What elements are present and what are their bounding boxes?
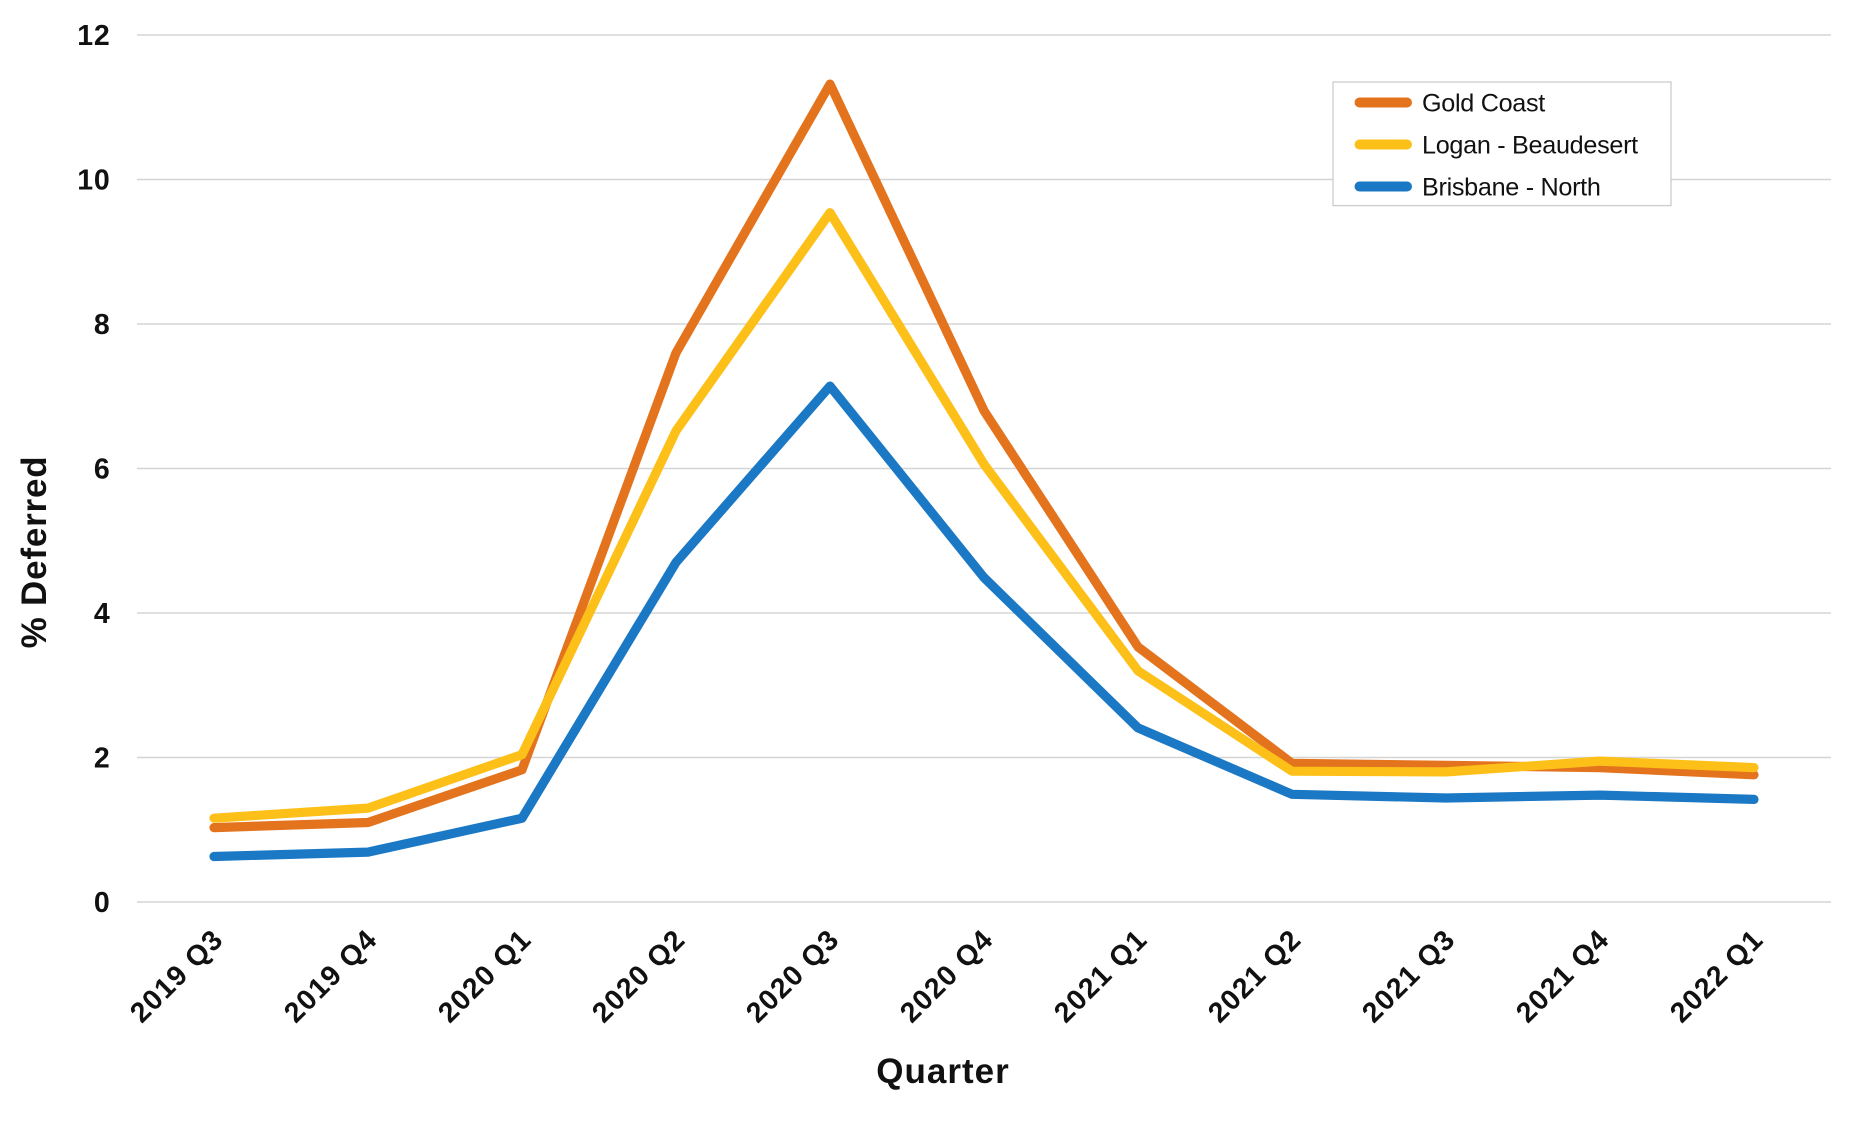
svg-text:Logan - Beaudesert: Logan - Beaudesert: [1422, 132, 1638, 160]
svg-text:6: 6: [94, 454, 111, 486]
svg-text:12: 12: [77, 20, 110, 52]
svg-text:Gold Coast: Gold Coast: [1422, 90, 1545, 118]
svg-text:Quarter: Quarter: [876, 1052, 1009, 1091]
svg-text:8: 8: [94, 309, 111, 341]
svg-text:10: 10: [77, 165, 110, 197]
svg-text:4: 4: [94, 598, 111, 630]
svg-text:% Deferred: % Deferred: [15, 456, 54, 649]
svg-text:Brisbane - North: Brisbane - North: [1422, 174, 1601, 202]
svg-text:0: 0: [94, 887, 111, 919]
svg-text:2: 2: [94, 743, 111, 775]
